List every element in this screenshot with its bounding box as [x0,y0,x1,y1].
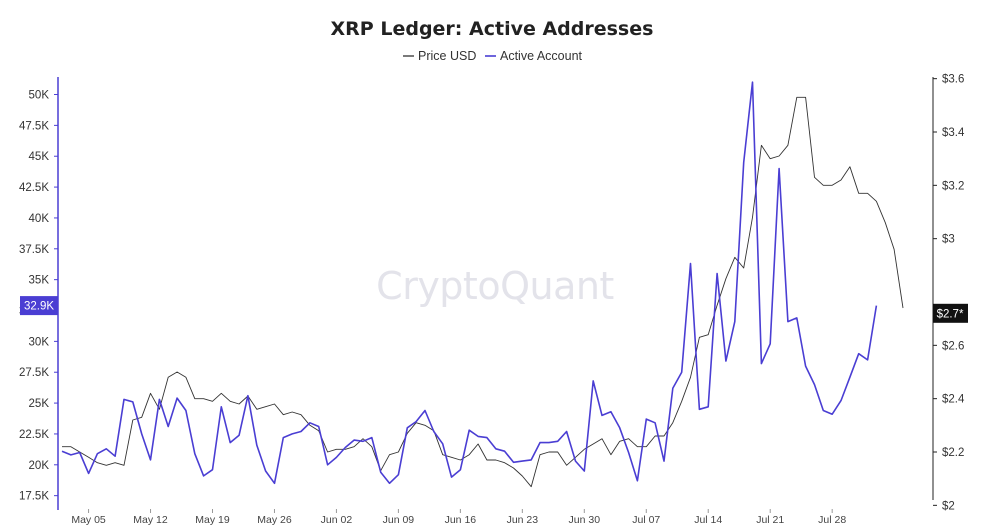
left-axis-tick-label: 20K [29,460,50,472]
x-axis-tick-label: Jun 02 [321,514,353,526]
left-current-badge-box [20,296,58,316]
left-axis-tick-label: 35K [29,275,50,287]
watermark: CryptoQuant [376,264,614,308]
left-axis-tick-label: 30K [29,336,50,348]
x-axis-tick-label: Jul 14 [694,514,722,526]
right-axis-ticks: $2 $2.2 $2.4 $2.6 $3 $3.2 $3.4 $3.6 [933,74,965,512]
x-axis-tick-label: May 05 [71,514,106,526]
right-axis-tick-label: $3.4 [942,127,965,139]
left-current-badge-label: 32.9K [24,301,54,313]
series-line-price-usd [62,96,904,488]
right-current-badge-label: $2.7* [937,308,964,320]
right-axis-tick-label: $3 [942,234,955,246]
x-axis-tick-label: Jun 23 [507,514,539,526]
x-axis-tick-label: Jun 16 [445,514,477,526]
series-line-active-account [61,81,878,485]
left-axis-tick-label: 42.5K [19,182,49,194]
right-axis-tick-label: $2.2 [942,447,964,459]
left-axis-tick-label: 50K [29,90,50,102]
x-axis-tick-label: Jun 30 [569,514,601,526]
right-current-badge: $2.7* [933,303,968,323]
left-axis-tick-label: 17.5K [19,491,49,503]
legend-item-active-account[interactable]: Active Account [485,49,583,63]
x-axis-tick-label: Jun 09 [383,514,415,526]
x-axis-tick-label: Jul 21 [756,514,784,526]
left-axis-tick-label: 37.5K [19,244,49,256]
right-axis-tick-label: $3.6 [942,74,964,86]
legend-label-active-account: Active Account [500,49,583,63]
left-axis-ticks: 17.5K20K22.5K25K27.5K30K32.5K35K37.5K40K… [19,90,58,503]
left-axis-tick-label: 22.5K [19,429,49,441]
right-axis-tick-label: $2.6 [942,340,964,352]
right-axis-tick-label: $2 [942,500,955,512]
right-current-badge-box [933,303,968,323]
left-axis-tick-label: 47.5K [19,120,49,132]
left-axis-tick-label: 45K [29,151,50,163]
left-axis-tick-label: 25K [29,398,50,410]
left-axis-tick-label: 40K [29,213,50,225]
legend: Price USD Active Account [403,49,583,63]
x-axis-tick-label: May 19 [195,514,230,526]
x-axis-tick-label: Jul 28 [818,514,846,526]
chart-title: XRP Ledger: Active Addresses [331,18,654,40]
x-axis-tick-label: May 12 [133,514,168,526]
legend-item-price[interactable]: Price USD [403,49,476,63]
left-current-badge: 32.9K [20,296,58,316]
left-axis-tick-label: 27.5K [19,367,49,379]
legend-label-price: Price USD [418,49,476,63]
x-axis-ticks: May 05 May 12 May 19 May 26 Jun 02 Jun 09 Jun … [71,509,846,526]
x-axis-tick-label: Jul 07 [632,514,660,526]
x-axis-tick-label: May 26 [257,514,292,526]
right-axis-tick-label: $2.4 [942,394,965,406]
right-axis-tick-label: $3.2 [942,180,964,192]
